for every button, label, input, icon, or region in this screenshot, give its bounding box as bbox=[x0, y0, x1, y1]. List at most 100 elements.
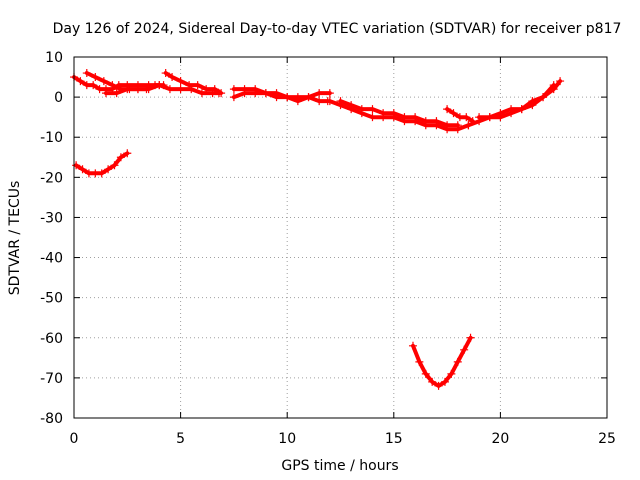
data-point bbox=[101, 89, 110, 98]
data-point bbox=[447, 369, 456, 378]
data-point bbox=[528, 97, 537, 106]
data-point bbox=[165, 85, 174, 94]
data-point bbox=[99, 77, 108, 86]
data-point bbox=[202, 85, 211, 94]
data-point bbox=[168, 73, 177, 82]
data-point bbox=[464, 121, 473, 130]
series-arc-7 bbox=[231, 91, 332, 104]
y-tick-label: -30 bbox=[40, 210, 63, 226]
data-point bbox=[304, 93, 313, 102]
data-point bbox=[108, 81, 117, 90]
data-point bbox=[89, 81, 98, 90]
plot-frame bbox=[73, 56, 608, 419]
data-point bbox=[217, 89, 226, 98]
data-point bbox=[517, 105, 526, 114]
y-tick-label: -80 bbox=[40, 411, 63, 427]
data-point bbox=[443, 105, 452, 114]
data-point bbox=[496, 109, 505, 118]
data-point bbox=[283, 93, 292, 102]
data-point bbox=[133, 85, 142, 94]
x-tick-label: 25 bbox=[598, 431, 616, 447]
data-point bbox=[210, 85, 219, 94]
data-point bbox=[325, 97, 334, 106]
ticks: 0 5 10 15 20 25 10 0 -10 -20 -30 -40 -50 -60 -70 -80 bbox=[40, 50, 616, 447]
data-point bbox=[144, 85, 153, 94]
data-point bbox=[460, 345, 469, 354]
data-point bbox=[539, 93, 548, 102]
data-point bbox=[123, 149, 132, 158]
series-arc-9 bbox=[338, 99, 460, 128]
x-tick-label: 15 bbox=[385, 431, 403, 447]
data-point bbox=[336, 97, 345, 106]
data-point bbox=[428, 377, 437, 386]
y-axis-label: SDTVAR / TECUs bbox=[7, 181, 23, 296]
data-point bbox=[556, 77, 565, 86]
data-point bbox=[357, 105, 366, 114]
y-tick-label: -10 bbox=[40, 130, 63, 146]
data-point bbox=[379, 109, 388, 118]
data-point bbox=[123, 85, 132, 94]
data-point bbox=[78, 165, 87, 174]
x-axis-label: GPS time / hours bbox=[281, 458, 398, 474]
data-point bbox=[421, 369, 430, 378]
data-point bbox=[240, 89, 249, 98]
data-point bbox=[229, 85, 238, 94]
data-point bbox=[176, 85, 185, 94]
data-point bbox=[229, 93, 238, 102]
data-point bbox=[293, 97, 302, 106]
data-point bbox=[389, 109, 398, 118]
data-point bbox=[110, 161, 119, 170]
y-tick-label: -40 bbox=[40, 251, 63, 267]
data-point bbox=[466, 333, 475, 342]
data-point bbox=[315, 97, 324, 106]
series-arc-12 bbox=[477, 83, 556, 120]
grid bbox=[74, 57, 607, 418]
data-point bbox=[315, 89, 324, 98]
series-arc-8 bbox=[327, 99, 471, 132]
data-point bbox=[91, 73, 100, 82]
data-point bbox=[453, 121, 462, 130]
data-point bbox=[97, 169, 106, 178]
data-point bbox=[261, 89, 270, 98]
data-point bbox=[453, 357, 462, 366]
x-tick-label: 10 bbox=[278, 431, 296, 447]
data-point bbox=[549, 81, 558, 90]
y-tick-label: -60 bbox=[40, 331, 63, 347]
data-point bbox=[434, 381, 443, 390]
data-point bbox=[251, 89, 260, 98]
x-tick-label: 5 bbox=[176, 431, 185, 447]
data-point bbox=[462, 113, 471, 122]
data-point bbox=[155, 81, 164, 90]
data-point bbox=[76, 77, 85, 86]
data-point bbox=[485, 113, 494, 122]
data-point bbox=[475, 113, 484, 122]
data-point bbox=[185, 81, 194, 90]
data-point bbox=[72, 161, 81, 170]
data-point bbox=[432, 117, 441, 126]
data-point bbox=[347, 101, 356, 110]
data-point bbox=[507, 105, 516, 114]
data-point bbox=[176, 77, 185, 86]
data-point bbox=[197, 89, 206, 98]
data-point bbox=[368, 113, 377, 122]
data-point bbox=[104, 165, 113, 174]
series-arc-13 bbox=[411, 335, 473, 388]
data-point bbox=[440, 377, 449, 386]
data-point bbox=[408, 341, 417, 350]
y-tick-label: 0 bbox=[54, 90, 63, 106]
x-tick-label: 20 bbox=[491, 431, 509, 447]
data-point bbox=[415, 357, 424, 366]
data-point bbox=[82, 69, 91, 78]
data-point bbox=[449, 109, 458, 118]
data-point bbox=[193, 81, 202, 90]
chart-title: Day 126 of 2024, Sidereal Day-to-day VTE… bbox=[53, 21, 622, 37]
data-point bbox=[411, 113, 420, 122]
data-point bbox=[400, 113, 409, 122]
data-point bbox=[443, 121, 452, 130]
data-point bbox=[272, 93, 281, 102]
data-point bbox=[112, 89, 121, 98]
data-point bbox=[421, 117, 430, 126]
y-tick-label: -20 bbox=[40, 170, 63, 186]
y-tick-label: 10 bbox=[45, 50, 63, 66]
